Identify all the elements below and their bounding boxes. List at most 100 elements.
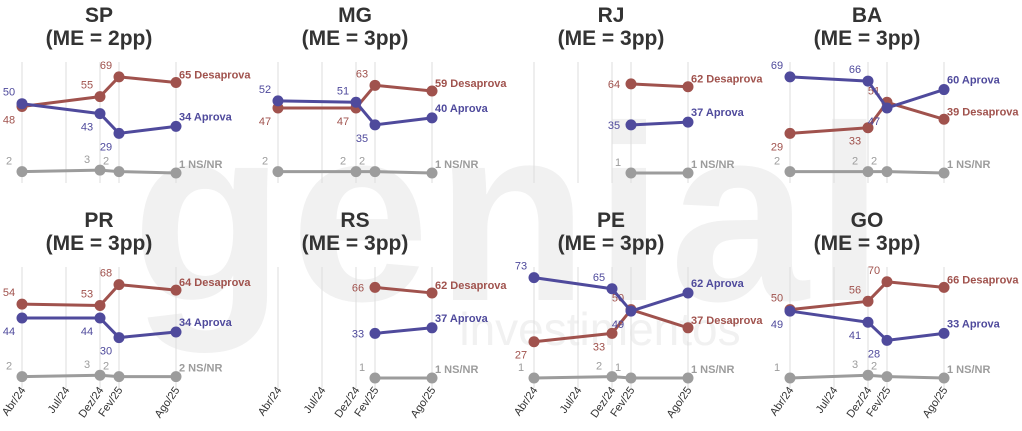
data-point-desaprova (369, 281, 381, 293)
data-point-desaprova (938, 113, 950, 125)
data-label-aprova: 52 (259, 84, 271, 96)
data-point-desaprova (606, 327, 618, 339)
data-label-nsnr: 3 (84, 154, 90, 166)
data-label-desaprova: 48 (3, 115, 15, 127)
end-label-nsnr: 1 NS/NR (691, 364, 734, 376)
data-point-nsnr (682, 372, 694, 384)
data-point-nsnr (94, 369, 106, 381)
panel-title: PE (597, 209, 625, 232)
end-label-aprova: 37 Aprova (435, 313, 489, 325)
data-point-nsnr (938, 372, 950, 384)
data-label-nsnr: 1 (518, 362, 524, 374)
data-label-desaprova: 56 (849, 284, 861, 296)
data-label-aprova: 35 (608, 120, 620, 132)
data-point-nsnr (862, 166, 874, 178)
data-label-desaprova: 64 (608, 79, 620, 91)
panel-title: RS (340, 209, 369, 232)
data-label-aprova: 49 (771, 319, 783, 331)
end-label-nsnr: 1 NS/NR (179, 159, 222, 171)
data-point-desaprova (682, 81, 694, 93)
series-line-nsnr (278, 170, 433, 175)
data-label-desaprova: 69 (100, 60, 112, 72)
data-point-nsnr (94, 164, 106, 176)
data-label-nsnr: 2 (103, 361, 109, 373)
watermark: genial investimentos (132, 74, 890, 355)
data-label-desaprova: 70 (868, 265, 880, 277)
data-label-desaprova: 66 (352, 282, 364, 294)
data-point-nsnr (682, 167, 694, 179)
panel-subtitle: (ME = 3pp) (46, 232, 153, 255)
data-point-desaprova (113, 71, 125, 83)
panel-title: GO (851, 209, 884, 232)
panel-subtitle: (ME = 3pp) (302, 27, 409, 50)
x-tick-label: Ago/25 (153, 385, 183, 420)
series-line-desaprova (533, 308, 689, 344)
series-line-aprova (789, 75, 945, 110)
series-line-nsnr (21, 373, 176, 379)
series-line-desaprova (789, 100, 945, 135)
data-label-nsnr: 2 (852, 156, 858, 168)
x-tick-label: Abr/24 (512, 385, 540, 418)
panel-subtitle: (ME = 2pp) (46, 27, 153, 50)
data-point-nsnr (426, 372, 438, 384)
data-label-nsnr: 1 (359, 362, 365, 374)
data-label-desaprova: 47 (337, 116, 349, 128)
data-label-desaprova: 47 (259, 116, 271, 128)
data-point-aprova (170, 120, 182, 132)
data-label-nsnr: 1 (774, 362, 780, 374)
x-tick-label: Jul/24 (814, 385, 841, 416)
end-label-nsnr: 1 NS/NR (435, 364, 478, 376)
end-label-desaprova: 37 Desaprova (691, 315, 763, 327)
panel-title: RJ (598, 4, 625, 27)
data-point-nsnr (784, 372, 796, 384)
data-label-nsnr: 1 (615, 157, 621, 169)
data-point-nsnr (170, 167, 182, 179)
grid-lines (21, 62, 945, 388)
data-label-nsnr: 2 (871, 361, 877, 373)
data-label-nsnr: 2 (596, 361, 602, 373)
data-point-aprova (94, 108, 106, 120)
series-line-desaprova (630, 82, 689, 89)
series-line-nsnr (21, 168, 177, 175)
panel-title: BA (852, 4, 882, 27)
data-label-desaprova: 63 (356, 68, 368, 80)
data-label-desaprova: 50 (771, 293, 783, 305)
watermark-brand: genial (132, 74, 890, 353)
data-point-desaprova (369, 79, 381, 91)
end-label-aprova: 62 Aprova (691, 278, 745, 290)
data-point-aprova (606, 283, 618, 295)
data-point-aprova (625, 119, 637, 131)
series-line-aprova (374, 326, 433, 335)
panel-rj: RJ(ME = 3pp) 64 62 Desaprova 35 37 Aprova 1 1 … (558, 4, 763, 179)
data-point-nsnr (881, 371, 893, 383)
x-tick-label: Ago/25 (665, 385, 695, 420)
panels: SP(ME = 2pp) 48 55 69 65 Desaprova 50 43 29 34 A… (3, 4, 1019, 384)
end-label-desaprova: 59 Desaprova (435, 78, 507, 90)
data-point-nsnr (528, 372, 540, 384)
data-point-desaprova (170, 76, 182, 88)
data-point-aprova (94, 312, 106, 324)
data-point-nsnr (113, 166, 125, 178)
series-line-nsnr (789, 373, 945, 380)
data-label-nsnr: 2 (103, 156, 109, 168)
watermark-sub: investimentos (459, 303, 740, 355)
data-point-aprova (938, 84, 950, 96)
data-point-aprova (784, 71, 796, 83)
data-point-nsnr (625, 167, 637, 179)
panel-subtitle: (ME = 3pp) (814, 27, 921, 50)
end-label-aprova: 40 Aprova (435, 103, 489, 115)
data-point-nsnr (350, 166, 362, 178)
data-point-desaprova (94, 91, 106, 103)
data-label-nsnr: 2 (359, 156, 365, 168)
panel-pr: PR(ME = 3pp) 54 53 68 64 Desaprova 44 44 30 34 A… (3, 209, 251, 383)
end-label-desaprova: 39 Desaprova (947, 106, 1019, 118)
data-point-nsnr (16, 166, 28, 178)
series-line-aprova (789, 309, 945, 342)
data-point-desaprova (862, 122, 874, 134)
data-point-nsnr (16, 371, 28, 383)
